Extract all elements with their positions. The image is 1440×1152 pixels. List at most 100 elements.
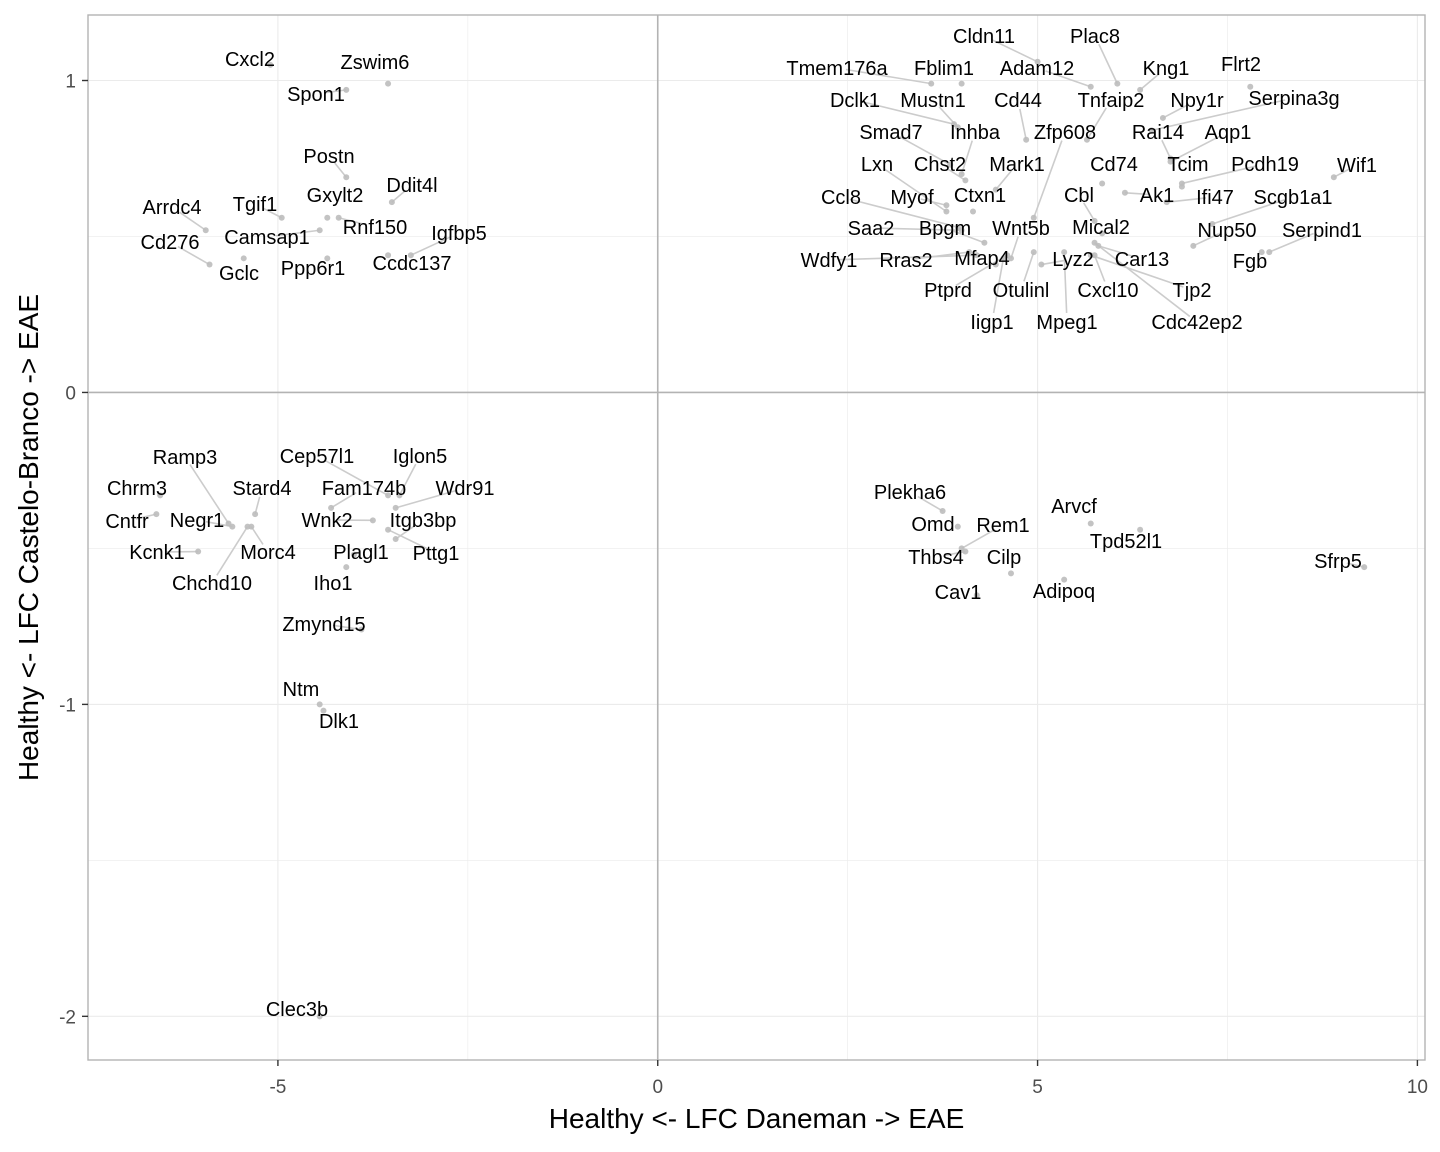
data-point xyxy=(1034,58,1041,65)
data-point xyxy=(392,536,399,543)
data-point xyxy=(385,526,392,533)
data-point xyxy=(970,208,977,215)
data-point xyxy=(229,523,236,530)
point-label: Plac8 xyxy=(1070,26,1120,48)
data-point xyxy=(244,523,251,530)
point-label: Adipoq xyxy=(1033,581,1095,603)
y-axis-ticks: 1 0 -1 -2 xyxy=(59,72,88,1028)
label-leader-line xyxy=(995,170,1012,191)
x-tick-label: 10 xyxy=(1407,1077,1428,1098)
data-point xyxy=(1087,252,1094,259)
data-point xyxy=(278,214,285,221)
label-leader-line xyxy=(1094,242,1191,318)
point-label: Zfp608 xyxy=(1034,122,1096,144)
y-axis-title: Healthy <- LFC Castelo-Branco -> EAE xyxy=(13,294,44,781)
data-point xyxy=(962,548,969,555)
point-label: Camsap1 xyxy=(224,227,310,249)
y-tick-label: 0 xyxy=(65,383,76,404)
data-point xyxy=(388,199,395,206)
label-leader-line xyxy=(1010,236,1019,259)
data-point xyxy=(928,80,935,87)
data-point xyxy=(962,177,969,184)
label-leader-line xyxy=(944,550,966,557)
point-label: Ak1 xyxy=(1140,185,1174,207)
point-label: Cd44 xyxy=(994,90,1042,112)
zero-reference-lines xyxy=(88,15,1425,1060)
data-point xyxy=(954,124,961,131)
point-label: Rai14 xyxy=(1132,122,1184,144)
data-point xyxy=(1330,174,1337,181)
point-label: Mical2 xyxy=(1072,217,1130,239)
data-point xyxy=(1083,136,1090,143)
point-label: Cxcl2 xyxy=(225,49,275,71)
data-point xyxy=(1007,570,1014,577)
label-leader-line xyxy=(1019,108,1027,140)
point-label: Cav1 xyxy=(935,582,982,604)
label-leader-line xyxy=(330,492,357,509)
point-label: Tcim xyxy=(1167,154,1208,176)
point-label: Wnk2 xyxy=(301,510,352,532)
point-label: Mfap4 xyxy=(954,248,1010,270)
data-point xyxy=(157,492,164,499)
label-leader-line xyxy=(953,230,985,244)
label-leader-line xyxy=(960,140,974,175)
label-leader-line xyxy=(1181,165,1257,185)
point-label: Zswim6 xyxy=(341,52,410,74)
data-point xyxy=(943,202,950,209)
data-point xyxy=(1023,136,1030,143)
data-point xyxy=(992,186,999,193)
label-leader-line xyxy=(1045,70,1092,88)
label-leader-line xyxy=(324,89,347,94)
data-point xyxy=(1087,520,1094,527)
point-label: Cep57l1 xyxy=(280,446,355,468)
label-leader-line xyxy=(410,236,452,256)
data-point xyxy=(328,504,335,511)
point-label: Mpeg1 xyxy=(1036,312,1097,334)
data-point xyxy=(973,592,980,599)
point-label: Lyz2 xyxy=(1052,249,1094,271)
data-point xyxy=(206,261,213,268)
point-label: Arrdc4 xyxy=(143,197,202,219)
point-label: Itgb3bp xyxy=(390,510,457,532)
label-leader-line xyxy=(884,168,947,213)
point-label: Rem1 xyxy=(976,515,1029,537)
data-point xyxy=(335,214,342,221)
point-label: Iigp1 xyxy=(970,312,1013,334)
point-label: Car13 xyxy=(1115,249,1169,271)
point-label: Iho1 xyxy=(314,573,353,595)
data-point xyxy=(358,626,365,633)
point-label: Wdr91 xyxy=(436,478,495,500)
data-point xyxy=(343,174,350,181)
data-point xyxy=(1258,249,1265,256)
data-point xyxy=(1000,255,1007,262)
label-leader-line xyxy=(955,254,1008,287)
point-label: Ctxn1 xyxy=(954,185,1006,207)
point-label: Gxylt2 xyxy=(307,185,364,207)
point-label: Cntfr xyxy=(105,511,149,533)
point-label: Chrm3 xyxy=(107,478,167,500)
data-point xyxy=(1209,221,1216,227)
point-label: Rnf150 xyxy=(343,217,408,239)
data-point xyxy=(202,227,209,234)
point-label: Tgif1 xyxy=(233,194,277,216)
label-leader-line xyxy=(179,211,207,231)
label-leader-line xyxy=(1192,233,1220,247)
data-point xyxy=(316,1013,323,1020)
point-label: Clec3b xyxy=(266,999,328,1021)
label-leader-line xyxy=(947,168,966,182)
point-label: Ramp3 xyxy=(153,447,217,469)
data-point xyxy=(939,507,946,514)
data-point xyxy=(350,551,357,558)
x-tick-label: 5 xyxy=(1032,1077,1043,1098)
data-point xyxy=(981,239,988,246)
label-leader-line xyxy=(1151,99,1286,132)
point-label: Ddit4l xyxy=(386,175,437,197)
data-point xyxy=(958,80,965,87)
label-leader-line xyxy=(135,513,157,520)
point-label: Arvcf xyxy=(1051,496,1097,518)
point-label: Cdc42ep2 xyxy=(1151,312,1242,334)
point-label: Negr1 xyxy=(170,510,224,532)
point-label: Flrt2 xyxy=(1221,54,1261,76)
data-point xyxy=(343,86,350,93)
